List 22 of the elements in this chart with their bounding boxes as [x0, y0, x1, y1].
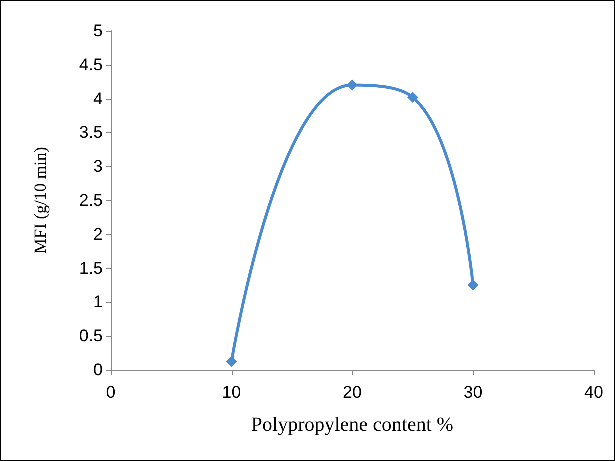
x-axis-title: Polypropylene content % [251, 414, 454, 436]
x-tick-label: 0 [106, 383, 116, 402]
y-tick-label: 4.5 [79, 55, 103, 74]
y-tick-label: 2.5 [79, 191, 103, 210]
y-tick-label: 2 [94, 224, 103, 244]
point [226, 356, 238, 368]
y-tick-label: 5 [94, 22, 103, 40]
y-tick-label: 3 [94, 157, 103, 176]
y-tick-label: 4 [94, 89, 103, 108]
point [407, 92, 418, 103]
y-tick-label: 0.5 [79, 326, 103, 346]
y-tick-label: 1.5 [79, 258, 103, 278]
point [468, 280, 479, 291]
x-tick-label: 40 [584, 383, 604, 402]
y-tick-label: 1 [94, 292, 103, 312]
y-axis-title: MFI (g/10 min) [31, 147, 50, 254]
point [347, 80, 358, 91]
x-tick-label: 30 [464, 383, 483, 402]
y-tick-label: 3.5 [79, 123, 103, 142]
x-tick-label: 20 [343, 383, 362, 402]
y-tick-label: 0 [94, 360, 103, 380]
x-tick-label: 10 [222, 383, 242, 402]
